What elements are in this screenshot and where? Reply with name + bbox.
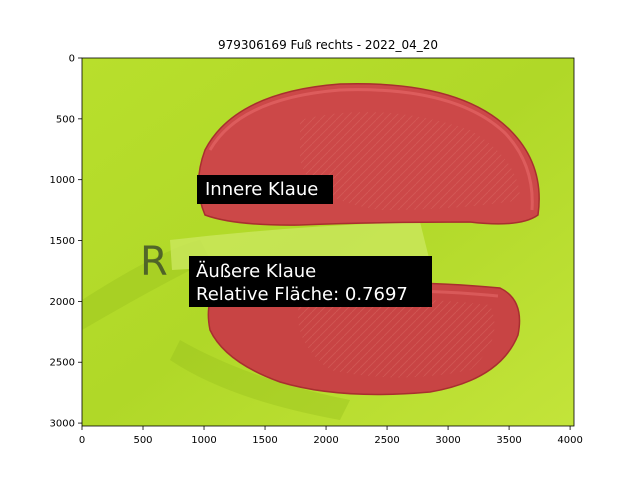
inner-claw-label: Innere Klaue [197, 175, 333, 204]
y-axis: 0 500 1000 1500 2000 2500 3000 [50, 54, 82, 430]
outer-claw-label-line2: Relative Fläche: 0.7697 [196, 284, 408, 305]
outer-claw-label: Äußere Klaue Relative Fläche: 0.7697 [189, 256, 432, 307]
y-tick-label: 500 [56, 114, 75, 125]
x-tick-label: 3000 [435, 435, 460, 446]
y-tick-label: 3000 [50, 419, 75, 430]
x-tick-label: 0 [79, 435, 85, 446]
axes-frame [81, 57, 575, 427]
y-tick-label: 0 [69, 54, 75, 65]
marker-letter-icon: R [140, 239, 168, 285]
x-tick-label: 4000 [557, 435, 582, 446]
y-tick-label: 1500 [50, 236, 75, 247]
x-tick-label: 1000 [191, 435, 216, 446]
inner-claw-label-text: Innere Klaue [205, 179, 318, 200]
photo: R [82, 58, 574, 426]
y-tick-label: 1000 [50, 175, 75, 186]
x-tick-label: 3500 [496, 435, 521, 446]
y-tick-label: 2500 [50, 358, 75, 369]
x-tick-label: 500 [133, 435, 152, 446]
x-tick-label: 1500 [252, 435, 277, 446]
x-tick-label: 2000 [313, 435, 338, 446]
x-axis: 0 500 1000 1500 2000 2500 3000 3500 4000 [79, 426, 583, 446]
figure-title: 979306169 Fuß rechts - 2022_04_20 [218, 38, 438, 52]
y-tick-label: 2000 [50, 297, 75, 308]
outer-claw-label-line1: Äußere Klaue [196, 261, 316, 282]
x-tick-label: 2500 [374, 435, 399, 446]
